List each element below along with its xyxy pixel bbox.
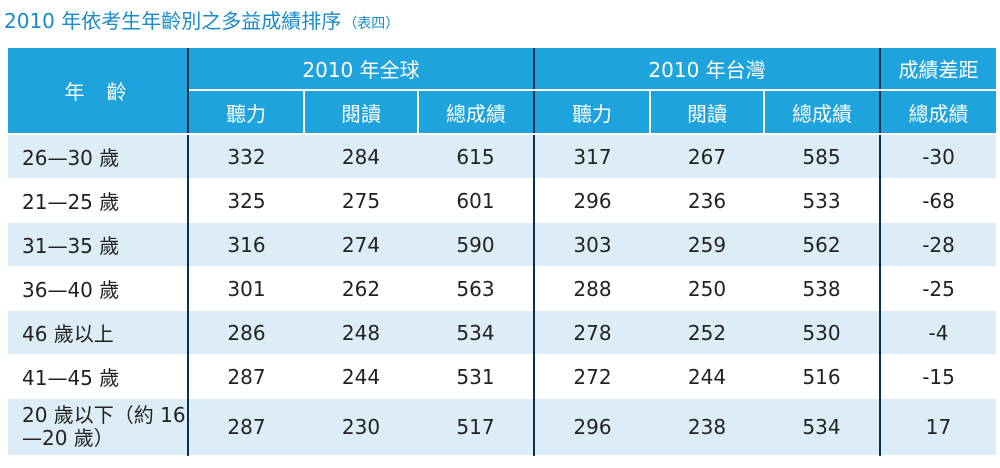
title-main: 2010 年依考生年齡別之多益成績排序 — [4, 9, 342, 33]
table-cell: -28 — [880, 222, 997, 267]
table-row: 41—45 歲 287 244 531 272 244 516 -15 — [8, 354, 997, 399]
table-cell: 244 — [650, 354, 765, 399]
table-cell: 286 — [188, 310, 304, 355]
table-cell: 275 — [304, 178, 418, 223]
table-cell: -30 — [880, 134, 997, 179]
table-cell: 296 — [534, 178, 651, 223]
header-gap-total: 總成績 — [880, 90, 997, 135]
table-cell: -4 — [880, 310, 997, 355]
header-global-reading: 閱讀 — [304, 90, 419, 135]
table-cell: 274 — [304, 222, 418, 267]
table-cell: 585 — [764, 134, 882, 179]
table-cell: 601 — [418, 178, 536, 223]
table-row: 26—30 歲 332 284 615 317 267 585 -30 — [8, 134, 997, 179]
header-taiwan-total: 總成績 — [764, 90, 882, 135]
table-cell: -15 — [880, 354, 997, 399]
table-cell: 590 — [418, 222, 536, 267]
table-cell: 262 — [304, 266, 418, 311]
row-age-label: 31—35 歲 — [8, 222, 189, 267]
row-age-label: 20 歲以下（約 16—20 歲） — [8, 398, 189, 456]
row-age-label: 41—45 歲 — [8, 354, 189, 399]
header-global-listening: 聽力 — [188, 90, 305, 135]
row-age-label: 21—25 歲 — [8, 178, 189, 223]
table-cell: -68 — [880, 178, 997, 223]
table-cell: 615 — [418, 134, 536, 179]
table-row: 46 歲以上 286 248 534 278 252 530 -4 — [8, 310, 997, 355]
table-cell: 516 — [764, 354, 882, 399]
table-cell: 284 — [304, 134, 418, 179]
table-cell: 17 — [880, 398, 997, 456]
score-table: 年齡 2010 年全球 2010 年台灣 成績差距 聽力 閱讀 總成績 聽力 閱… — [8, 48, 997, 456]
table-cell: 248 — [304, 310, 418, 355]
table-cell: 530 — [764, 310, 882, 355]
table-cell: 250 — [650, 266, 765, 311]
table-cell: 563 — [418, 266, 536, 311]
table-body: 26—30 歲 332 284 615 317 267 585 -30 21—25 歲 325 27… — [8, 134, 997, 456]
table-cell: 252 — [650, 310, 765, 355]
table-cell: 533 — [764, 178, 882, 223]
table-row: 21—25 歲 325 275 601 296 236 533 -68 — [8, 178, 997, 223]
table-cell: 531 — [418, 354, 536, 399]
table-row: 31—35 歲 316 274 590 303 259 562 -28 — [8, 222, 997, 267]
table-cell: 301 — [188, 266, 304, 311]
header-taiwan-reading: 閱讀 — [650, 90, 766, 135]
table-cell: 288 — [534, 266, 651, 311]
table-cell: 325 — [188, 178, 304, 223]
header-age: 年齡 — [8, 48, 189, 135]
table-cell: 259 — [650, 222, 765, 267]
header-group-global: 2010 年全球 — [188, 48, 536, 91]
table-cell: 303 — [534, 222, 651, 267]
table-cell: 236 — [650, 178, 765, 223]
table-cell: 238 — [650, 398, 765, 456]
table-cell: 267 — [650, 134, 765, 179]
table-cell: 287 — [188, 398, 304, 456]
row-age-label: 26—30 歲 — [8, 134, 189, 179]
page-title: 2010 年依考生年齡別之多益成績排序 （表四） — [4, 6, 399, 36]
table-cell: 278 — [534, 310, 651, 355]
title-sub: （表四） — [343, 16, 400, 32]
table-cell: 534 — [764, 398, 882, 456]
table-cell: 317 — [534, 134, 651, 179]
table-cell: 534 — [418, 310, 536, 355]
table-cell: 230 — [304, 398, 418, 456]
table-row: 20 歲以下（約 16—20 歲） 287 230 517 296 238 534 17 — [8, 398, 997, 456]
header-group-gap: 成績差距 — [880, 48, 997, 91]
table-cell: 332 — [188, 134, 304, 179]
table-cell: 538 — [764, 266, 882, 311]
table-cell: 244 — [304, 354, 418, 399]
table-cell: 562 — [764, 222, 882, 267]
row-age-label: 46 歲以上 — [8, 310, 189, 355]
table-cell: 517 — [418, 398, 536, 456]
table-cell: -25 — [880, 266, 997, 311]
header-group-taiwan: 2010 年台灣 — [534, 48, 882, 91]
table-cell: 287 — [188, 354, 304, 399]
header-taiwan-listening: 聽力 — [534, 90, 652, 135]
row-age-label: 36—40 歲 — [8, 266, 189, 311]
table-row: 36—40 歲 301 262 563 288 250 538 -25 — [8, 266, 997, 311]
table-cell: 272 — [534, 354, 651, 399]
header-global-total: 總成績 — [418, 90, 536, 135]
table-cell: 316 — [188, 222, 304, 267]
table-cell: 296 — [534, 398, 651, 456]
